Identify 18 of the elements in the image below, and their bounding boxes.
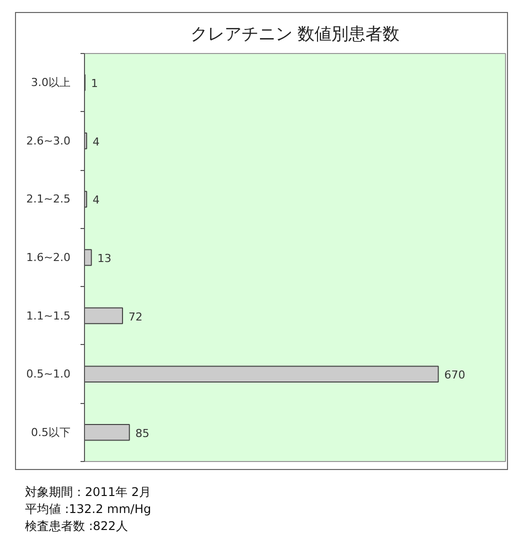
y-tick-label: 0.5~1.0 (26, 368, 71, 381)
y-tick-label: 3.0以上 (31, 76, 71, 90)
data-label: 85 (135, 426, 150, 440)
data-label: 72 (128, 310, 143, 324)
text: 検査患者数 :822人 (25, 519, 128, 533)
y-tick-label: 1.1~1.5 (26, 309, 71, 322)
y-tick-label: 0.5以下 (31, 426, 71, 439)
data-label: 4 (92, 135, 100, 148)
text: 対象期間：2011年 2月 (25, 485, 151, 499)
text: 平均値 :132.2 mm/Hg (25, 502, 152, 516)
y-tick-label: 2.6~3.0 (26, 134, 71, 148)
data-label: 670 (444, 368, 466, 382)
data-label: 4 (92, 194, 100, 207)
data-label: 1 (91, 77, 98, 90)
y-tick-label: 2.1~2.5 (26, 192, 71, 206)
y-tick-label: 1.6~2.0 (26, 251, 71, 264)
data-label: 13 (97, 252, 112, 265)
chart-title: クレアチニン 数値別患者数 (190, 24, 400, 44)
